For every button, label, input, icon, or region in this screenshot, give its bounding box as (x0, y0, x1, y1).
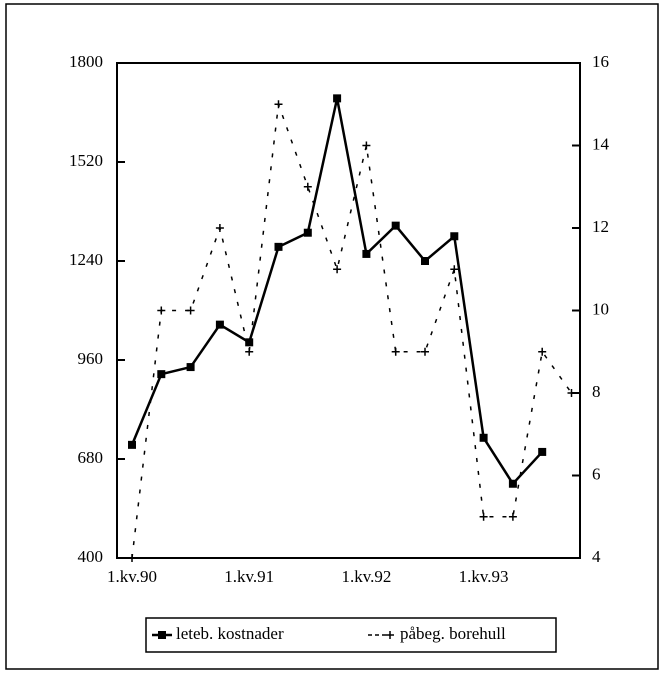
solid-line (130, 98, 544, 486)
x-tick-label: 1.kv.90 (107, 567, 157, 586)
square-marker (274, 242, 283, 251)
plus-marker (508, 512, 517, 521)
plus-marker (333, 265, 342, 274)
plus-marker (421, 347, 429, 356)
plus-marker (479, 512, 488, 521)
square-marker (215, 320, 224, 329)
plus-marker (391, 347, 400, 356)
square-marker (508, 479, 517, 488)
legend-marker (158, 631, 166, 639)
plus-marker (215, 224, 224, 232)
y-tick-label: 1800 (69, 52, 103, 71)
square-marker (450, 232, 459, 241)
y2-tick-label: 12 (592, 217, 609, 236)
frame (5, 3, 659, 670)
y2-tick-label: 4 (592, 547, 601, 566)
y2-tick-label: 8 (592, 382, 601, 401)
square-marker (538, 447, 547, 456)
plus-marker (128, 554, 136, 562)
x-tick-label: 1.kv.92 (341, 567, 391, 586)
x-tick-label: 1.kv.91 (224, 567, 274, 586)
plus-marker (362, 141, 371, 150)
y-tick-label: 960 (78, 349, 104, 368)
y-tick-label: 1240 (69, 250, 103, 269)
legend-marker (386, 631, 394, 639)
square-marker (128, 440, 136, 449)
y2-tick-label: 16 (592, 52, 609, 71)
legend-box (145, 617, 557, 653)
plus-marker (450, 265, 459, 274)
legend-label: påbeg. borehull (400, 624, 506, 643)
square-marker (333, 94, 342, 103)
plus-marker (245, 347, 254, 356)
plus-marker (186, 306, 195, 315)
y-tick-label: 1520 (69, 151, 103, 170)
square-marker (421, 257, 429, 265)
square-marker (479, 433, 488, 442)
square-marker (245, 338, 254, 347)
square-marker (362, 249, 371, 258)
plus-marker (157, 306, 166, 315)
square-marker (391, 221, 400, 230)
plus-marker (303, 182, 312, 191)
plus-marker (538, 347, 547, 356)
x-tick-label: 1.kv.93 (459, 567, 509, 586)
legend-label: leteb. kostnader (176, 624, 284, 643)
square-marker (186, 363, 195, 372)
plus-marker (274, 100, 283, 109)
y2-tick-label: 6 (592, 464, 601, 483)
square-marker (303, 228, 312, 237)
y2-tick-label: 14 (592, 134, 610, 153)
square-marker (157, 370, 166, 379)
y-tick-label: 400 (78, 547, 104, 566)
plus-marker (567, 389, 576, 397)
y-tick-label: 680 (78, 448, 104, 467)
y2-tick-label: 10 (592, 299, 609, 318)
